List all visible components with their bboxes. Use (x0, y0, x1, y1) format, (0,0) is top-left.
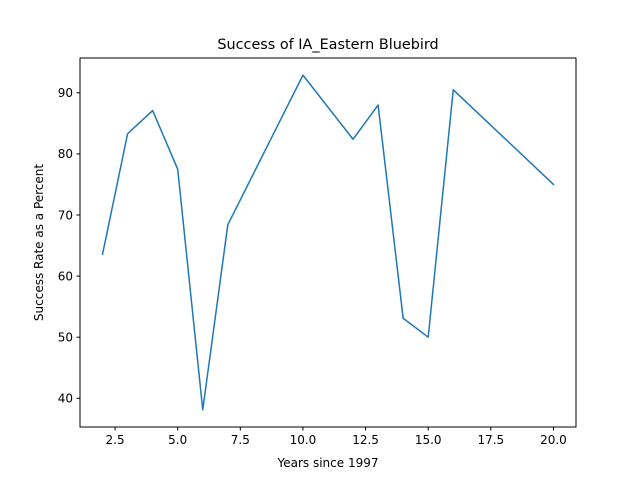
x-tick-label: 5.0 (168, 433, 187, 447)
x-tick-label: 10.0 (290, 433, 317, 447)
y-tick-label: 40 (58, 392, 73, 406)
x-axis-label: Years since 1997 (277, 456, 379, 470)
y-tick-label: 80 (58, 147, 73, 161)
y-tick-label: 60 (58, 269, 73, 283)
x-tick-label: 12.5 (352, 433, 379, 447)
chart-title: Success of IA_Eastern Bluebird (217, 37, 438, 53)
x-tick-label: 20.0 (540, 433, 567, 447)
y-tick-label: 50 (58, 330, 73, 344)
x-tick-label: 17.5 (477, 433, 504, 447)
x-tick-label: 15.0 (415, 433, 442, 447)
x-tick-label: 2.5 (106, 433, 125, 447)
y-tick-label: 90 (58, 86, 73, 100)
x-tick-label: 7.5 (231, 433, 250, 447)
y-tick-label: 70 (58, 208, 73, 222)
y-axis-label: Success Rate as a Percent (32, 164, 46, 321)
